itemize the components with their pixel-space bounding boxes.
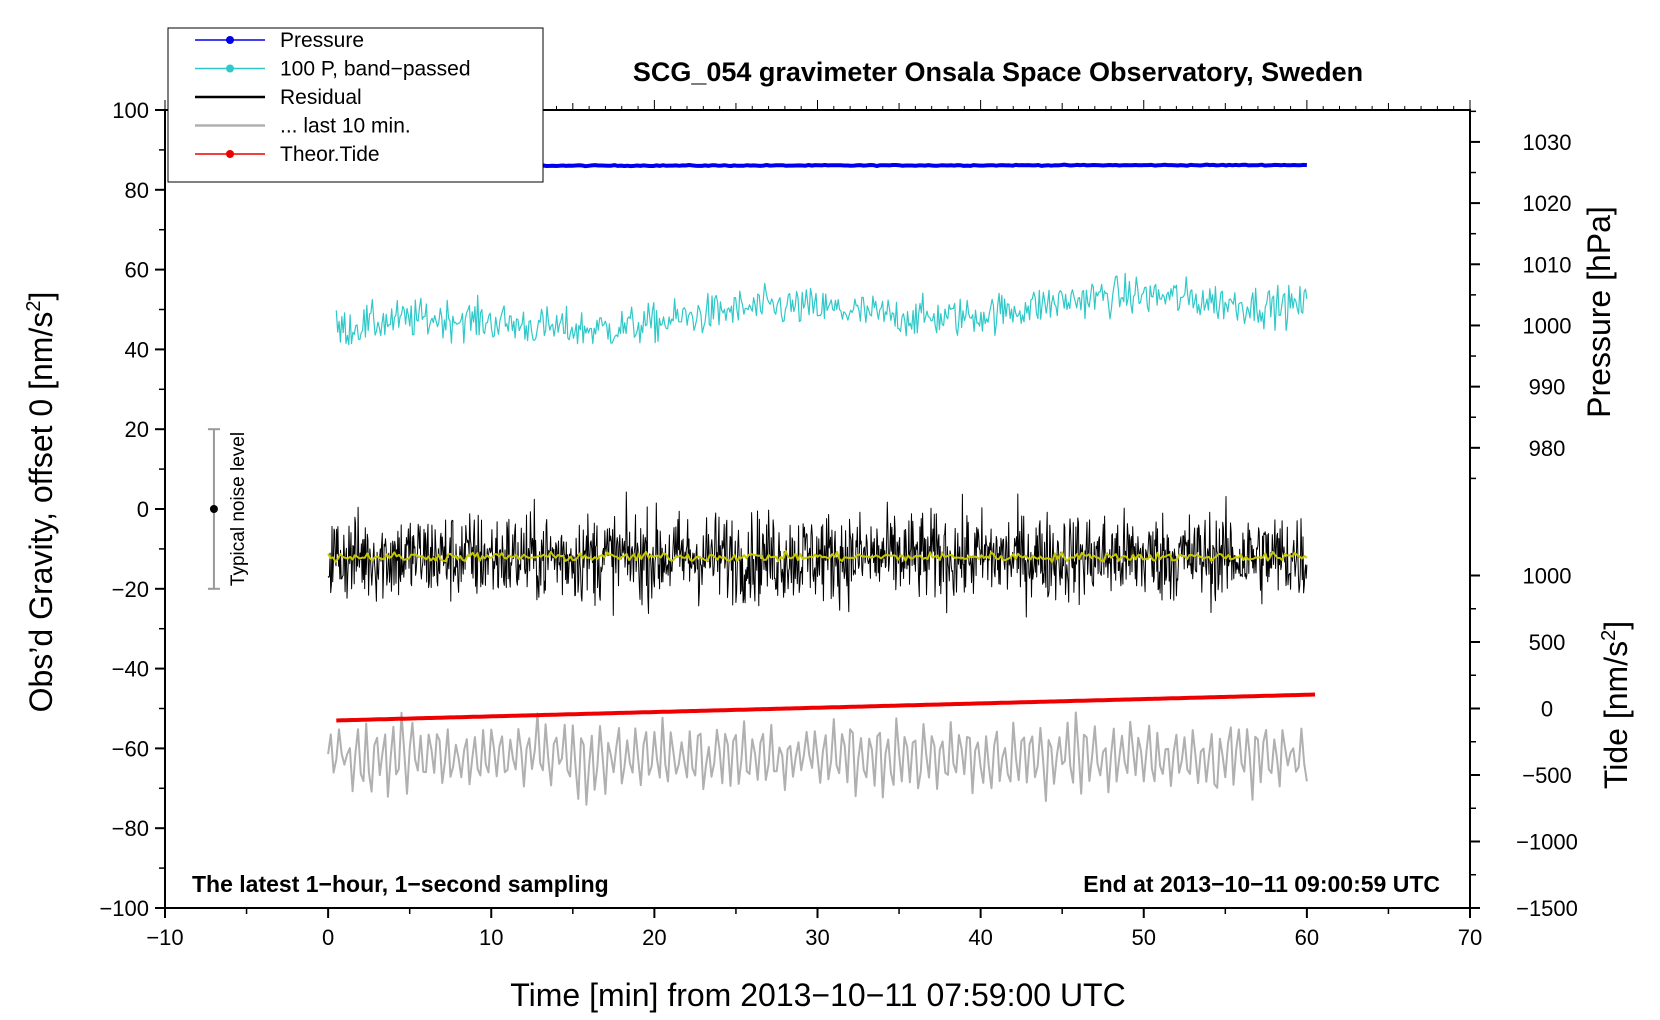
y-tick-label: 40: [125, 337, 149, 362]
x-tick-label: 60: [1295, 925, 1319, 950]
legend-marker: [226, 64, 234, 73]
tide-tick-label: −1500: [1516, 896, 1578, 921]
legend-label: Residual: [280, 86, 362, 109]
series-100-p-band-passed: [335, 272, 1308, 346]
tide-tick-label: −500: [1522, 763, 1572, 788]
series-layer: [327, 162, 1316, 806]
noise-bar-center-dot: [209, 505, 218, 513]
y-axis-title-gravity-main: Obs’d Gravity, offset 0 [nm/s: [23, 312, 59, 713]
legend-label: ... last 10 min.: [280, 115, 411, 138]
pressure-tick-label: 980: [1529, 436, 1566, 461]
pressure-tick-label: 1030: [1523, 130, 1572, 155]
x-tick-label: 0: [322, 925, 334, 950]
x-tick-label: −10: [146, 925, 183, 950]
y-axis-title-gravity-sup: 2: [23, 301, 45, 312]
y-axis-title-gravity-end: ]: [23, 292, 59, 301]
tide-tick-label: −1000: [1516, 829, 1578, 854]
x-tick-label: 40: [968, 925, 992, 950]
y-tick-label: −20: [112, 577, 149, 602]
pressure-tick-label: 990: [1529, 375, 1566, 400]
x-tick-label: 50: [1132, 925, 1156, 950]
x-tick-label: 10: [479, 925, 503, 950]
legend-items: Pressure 100 P, band−passed Residual ... la…: [195, 29, 471, 166]
y-tick-label: −60: [112, 736, 149, 761]
legend: Pressure 100 P, band−passed Residual ... la…: [167, 27, 544, 183]
plot-frame: [164, 109, 1471, 909]
y-axis-title-tide-main: Tide [nm/s: [1598, 641, 1634, 789]
noise-level-label: Typical noise level: [228, 432, 249, 586]
y-axis-title-tide-end: ]: [1598, 621, 1634, 630]
annotation-end-time: End at 2013−10−11 09:00:59 UTC: [1083, 871, 1440, 897]
x-tick-label: 30: [805, 925, 829, 950]
series-last-10-min: [327, 711, 1308, 806]
y-axis-title-tide: Tide [nm/s2]: [1598, 621, 1634, 789]
y-axis-title-pressure: Pressure [hPa]: [1581, 206, 1617, 418]
tide-tick-label: 500: [1529, 630, 1566, 655]
y-tick-label: 20: [125, 417, 149, 442]
y-tick-label: −100: [99, 896, 149, 921]
chart-title: SCG_054 gravimeter Onsala Space Observat…: [633, 57, 1363, 87]
series-residual: [327, 491, 1308, 618]
y-tick-label: 60: [125, 258, 149, 283]
tick-layer: −10 0 10 20 30 40 50 60 70−100−80−60−40−20020406…: [99, 98, 1577, 950]
series-residual-smoothed: [327, 550, 1308, 563]
y-tick-label: −80: [112, 816, 149, 841]
legend-marker: [226, 36, 234, 44]
x-axis-title: Time [min] from 2013−10−11 07:59:00 UTC: [510, 977, 1125, 1013]
legend-label: Pressure: [280, 29, 364, 52]
pressure-tick-label: 1000: [1523, 313, 1572, 338]
series-theor-tide: [336, 692, 1316, 723]
legend-label: Theor.Tide: [280, 143, 380, 166]
y-tick-label: 0: [137, 497, 149, 522]
pressure-tick-label: 1010: [1523, 252, 1572, 277]
x-tick-label: 70: [1458, 925, 1482, 950]
y-tick-label: 100: [112, 98, 149, 123]
y-tick-label: −40: [112, 657, 149, 682]
legend-marker: [226, 150, 234, 158]
pressure-tick-label: 1020: [1523, 191, 1572, 216]
y-axis-title-tide-sup: 2: [1598, 630, 1620, 641]
y-axis-title-gravity: Obs’d Gravity, offset 0 [nm/s2]: [23, 292, 59, 713]
tide-tick-label: 1000: [1523, 564, 1572, 589]
annotation-sampling: The latest 1−hour, 1−second sampling: [192, 871, 609, 897]
tide-tick-label: 0: [1541, 697, 1553, 722]
y-tick-label: 80: [125, 178, 149, 203]
x-tick-label: 20: [642, 925, 666, 950]
noise-level-indicator: Typical noise level: [207, 428, 249, 590]
legend-label: 100 P, band−passed: [280, 58, 471, 81]
